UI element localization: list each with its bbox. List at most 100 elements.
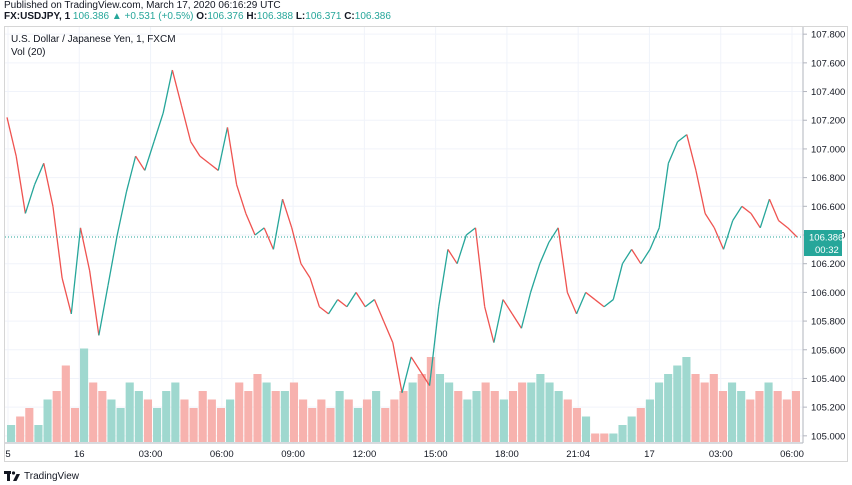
price-segment bbox=[428, 306, 440, 386]
symbol-label[interactable]: FX:USDJPY, 1 bbox=[4, 11, 71, 22]
price-segment bbox=[107, 234, 118, 286]
volume-bar bbox=[125, 382, 134, 442]
price-segment bbox=[272, 199, 284, 250]
volume-bar bbox=[89, 382, 98, 442]
volume-bar bbox=[463, 399, 472, 442]
countdown-badge bbox=[804, 243, 842, 257]
price-segment bbox=[309, 277, 320, 307]
chart-frame[interactable] bbox=[4, 26, 848, 462]
price-segment bbox=[778, 220, 789, 229]
price-segment bbox=[787, 227, 798, 238]
price-segment bbox=[383, 320, 394, 343]
footer-brand: TradingView bbox=[24, 470, 80, 482]
price-segment bbox=[364, 299, 375, 308]
price-segment bbox=[171, 69, 183, 107]
volume-bar bbox=[25, 408, 34, 442]
x-tick-label: 5 bbox=[5, 449, 10, 460]
price-segment bbox=[52, 206, 63, 279]
price-segment bbox=[621, 248, 633, 265]
symbol-quote-line: FX:USDJPY, 1 106.386 ▲ +0.531 (+0.5%) O:… bbox=[4, 11, 391, 22]
volume-bar bbox=[435, 374, 445, 442]
price-segment bbox=[658, 163, 670, 228]
x-tick-label: 03:00 bbox=[139, 449, 163, 460]
price-segment bbox=[603, 299, 614, 308]
volume-bar bbox=[262, 382, 271, 442]
volume-bar bbox=[116, 408, 125, 442]
last-price-badge-label: 106.386 bbox=[809, 233, 843, 244]
volume-bar bbox=[271, 391, 280, 442]
volume-bar bbox=[636, 408, 645, 442]
price-segment bbox=[318, 306, 329, 315]
volume-bar bbox=[98, 391, 107, 442]
volume-bar bbox=[353, 408, 362, 442]
price-segment bbox=[529, 263, 541, 293]
price-segment bbox=[61, 277, 72, 315]
price-segment bbox=[236, 184, 247, 214]
price-segment bbox=[768, 198, 780, 221]
y-tick-label: 106.600 bbox=[811, 202, 845, 213]
volume-bar bbox=[399, 391, 408, 442]
y-tick-label: 106.000 bbox=[811, 288, 845, 299]
price-change: +0.531 (+0.5%) bbox=[124, 11, 194, 22]
volume-bar bbox=[408, 382, 417, 442]
price-segment bbox=[419, 370, 431, 386]
volume-bar bbox=[746, 399, 755, 442]
volume-bar bbox=[490, 391, 499, 442]
price-segment bbox=[722, 220, 734, 250]
volume-bar bbox=[591, 433, 600, 442]
price-segment bbox=[98, 285, 109, 336]
y-tick-label: 105.000 bbox=[811, 431, 845, 442]
volume-bar bbox=[180, 399, 189, 442]
y-tick-label: 105.800 bbox=[811, 317, 845, 328]
high-label: H: bbox=[246, 11, 257, 22]
price-segment bbox=[548, 227, 559, 243]
low-value: 106.371 bbox=[305, 11, 342, 22]
volume-bar bbox=[153, 408, 162, 442]
price-segment bbox=[484, 306, 495, 343]
price-segment bbox=[686, 134, 697, 171]
x-tick-label: 03:00 bbox=[709, 449, 733, 460]
volume-bar bbox=[664, 374, 673, 442]
price-segment bbox=[640, 248, 651, 265]
price-segment bbox=[135, 155, 146, 171]
volume-bar bbox=[454, 391, 463, 442]
price-segment bbox=[15, 156, 27, 214]
price-segment bbox=[401, 356, 412, 393]
volume-bar bbox=[43, 399, 52, 442]
volume-bar bbox=[372, 391, 381, 442]
volume-bar bbox=[162, 391, 171, 442]
volume-bar bbox=[718, 391, 727, 442]
price-segment bbox=[631, 248, 642, 265]
price-segment bbox=[667, 141, 679, 164]
price-segment bbox=[70, 227, 82, 314]
x-tick-label: 21:04 bbox=[566, 449, 590, 460]
price-segment bbox=[300, 263, 311, 279]
y-tick-label: 107.000 bbox=[811, 144, 845, 155]
price-segment bbox=[410, 356, 421, 372]
price-segment bbox=[732, 205, 743, 222]
price-segment bbox=[180, 105, 192, 142]
volume-bar bbox=[61, 365, 70, 442]
price-segment bbox=[291, 227, 302, 264]
volume-bar bbox=[791, 391, 800, 442]
volume-bar bbox=[244, 391, 253, 442]
volume-bar bbox=[764, 382, 773, 442]
volume-bar bbox=[308, 408, 317, 442]
volume-bar bbox=[52, 391, 61, 442]
countdown-badge-label: 00:32 bbox=[815, 245, 839, 256]
price-segment bbox=[43, 163, 54, 207]
volume-bar bbox=[362, 399, 372, 442]
price-segment bbox=[566, 292, 578, 315]
volume-bar bbox=[572, 408, 581, 442]
y-tick-label: 107.600 bbox=[811, 58, 845, 69]
volume-bar bbox=[545, 382, 554, 442]
price-segment bbox=[153, 112, 164, 142]
volume-bar bbox=[426, 357, 435, 442]
volume-bar bbox=[691, 374, 700, 442]
volume-bar bbox=[654, 382, 664, 442]
price-segment bbox=[677, 134, 688, 143]
volume-bar bbox=[280, 391, 289, 442]
volume-bar bbox=[381, 408, 390, 442]
volume-bar bbox=[508, 391, 518, 442]
